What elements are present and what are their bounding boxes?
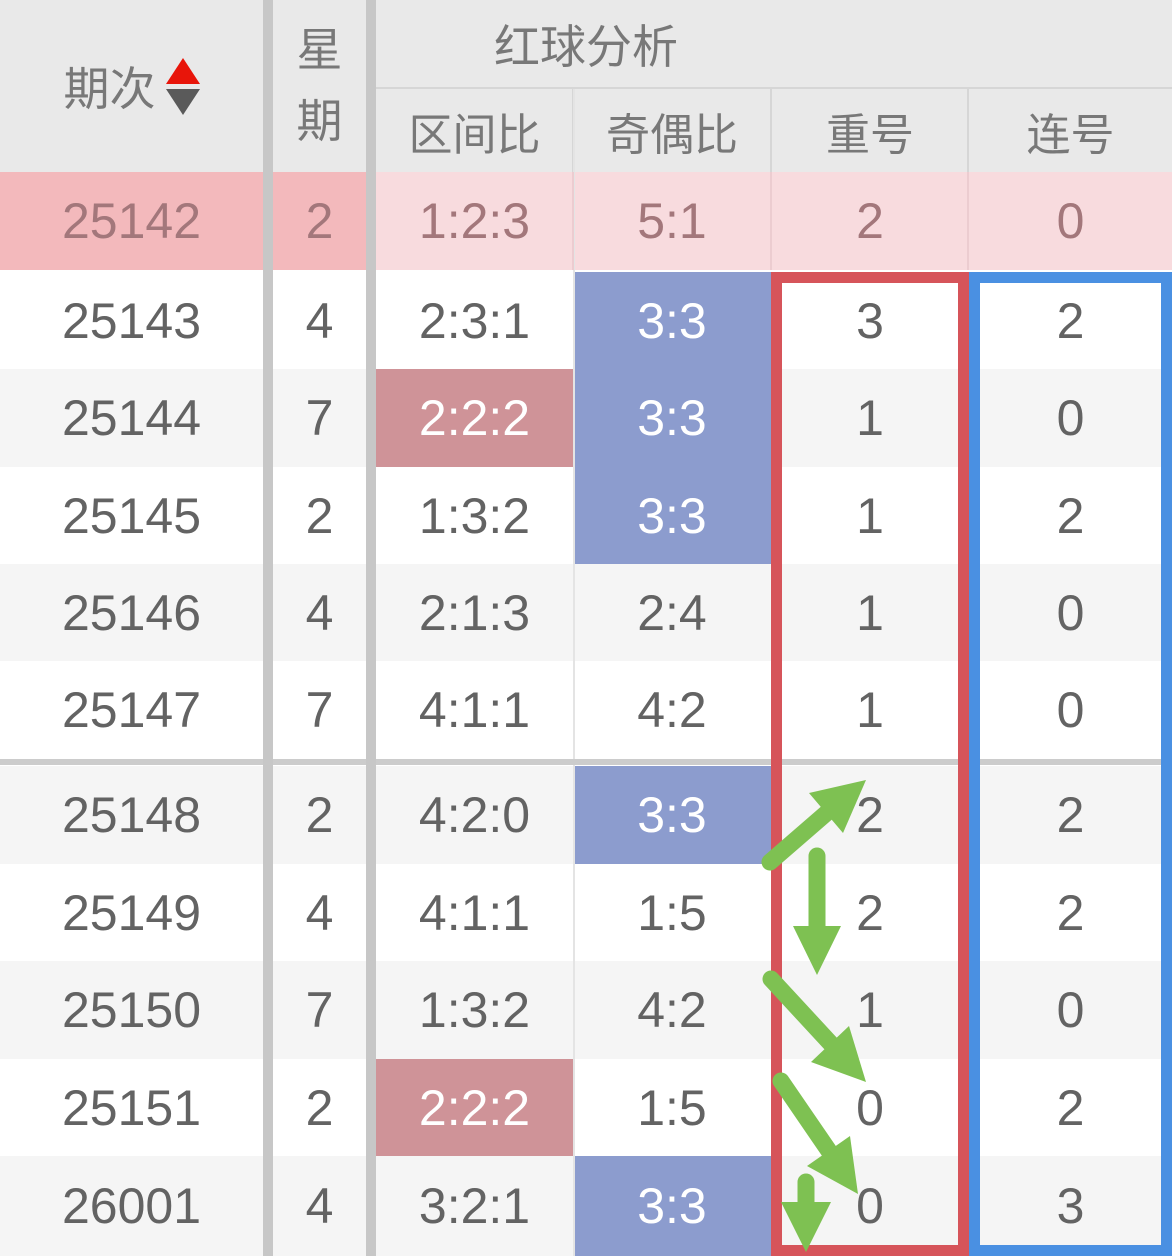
repeat-cell: 2 [856,884,884,941]
weekday-cell: 4 [305,884,334,941]
weekday-cell: 2 [305,1079,334,1136]
odd-even-ratio-cell-highlighted: 3:3 [573,1156,771,1256]
weekday-header-char-1: 星 [296,23,343,76]
group-header-underline [376,87,1172,89]
weekday-cell: 2 [305,787,334,843]
interval-ratio-cell: 2:3:1 [418,292,531,349]
repeat-cell: 1 [856,390,884,446]
group-header-red-ball-analysis: 红球分析 [494,21,678,73]
sort-down-triangle-icon [165,88,200,115]
repeat-cell: 3 [856,292,884,349]
weekday-cell: 4 [305,1178,334,1234]
interval-ratio-cell: 1:2:3 [376,172,573,270]
interval-ratio-cell: 1:3:2 [418,487,531,544]
weekday-cell: 7 [305,390,334,446]
current-row-divider [967,172,969,270]
repeat-column-red-outline [771,272,969,1256]
consecutive-cell: 2 [1056,487,1085,544]
period-cell: 25142 [0,172,263,270]
header-divider-line [770,89,772,172]
odd-even-ratio-cell: 4:2 [637,982,707,1038]
odd-even-ratio-cell-highlighted: 3:3 [573,369,771,467]
table-row[interactable]: 25148 2 4:2:0 3:3 2 2 [0,766,1172,864]
weekday-cell: 4 [305,292,334,349]
weekday-cell: 7 [305,681,334,738]
period-cell: 25149 [61,884,202,941]
repeat-cell: 1 [856,487,884,544]
period-cell: 25146 [61,584,202,641]
period-cell: 25148 [61,787,202,843]
column-header-period[interactable]: 期次 [0,0,263,172]
interval-ratio-cell: 4:1:1 [418,884,531,941]
interval-ratio-cell-highlighted: 2:2:2 [376,369,573,467]
table-row[interactable]: 26001 4 3:2:1 3:3 0 3 [0,1156,1172,1256]
sort-icon[interactable] [165,57,200,115]
period-cell: 25143 [61,292,202,349]
period-cell: 25144 [61,390,202,446]
period-cell: 26001 [61,1178,202,1234]
consecutive-cell: 3 [1056,1178,1085,1234]
table-row-current[interactable]: 25142 2 1:2:3 5:1 2 0 [0,172,1172,270]
consecutive-cell: 2 [1056,884,1085,941]
consecutive-cell: 0 [1056,584,1085,641]
period-cell: 25145 [61,487,202,544]
period-cell: 25150 [61,982,202,1038]
interval-ratio-cell: 3:2:1 [418,1178,531,1234]
column-divider [366,0,376,1256]
repeat-cell: 0 [856,1178,884,1234]
interval-ratio-cell-highlighted: 2:2:2 [376,1059,573,1156]
consecutive-cell: 2 [1056,292,1085,349]
consecutive-cell: 2 [1056,1079,1085,1136]
odd-even-ratio-cell: 1:5 [637,1079,707,1136]
weekday-cell: 2 [305,487,334,544]
consecutive-cell: 0 [1056,982,1085,1038]
weekday-cell: 7 [305,982,334,1038]
body-divider-line [573,89,575,1256]
table-header: 期次 星 期 红球分析 区间比 奇偶比 重号 连号 [0,0,1172,172]
weekday-header-char-2: 期 [296,95,343,147]
column-header-odd-even-ratio: 奇偶比 [606,110,738,160]
column-header-consecutive-number: 连号 [1026,110,1115,160]
repeat-cell: 0 [856,1079,884,1136]
period-cell: 25147 [61,681,202,738]
interval-ratio-cell: 4:2:0 [418,787,531,843]
column-header-repeat-number: 重号 [826,110,914,160]
weekday-cell: 4 [305,584,334,641]
interval-ratio-cell: 4:1:1 [418,681,531,738]
odd-even-ratio-cell: 5:1 [573,172,771,270]
consecutive-cell: 0 [969,172,1172,270]
current-row-divider [770,172,772,270]
column-header-weekday: 星 期 [273,0,366,172]
column-divider [263,0,273,1256]
repeat-cell: 2 [771,172,969,270]
interval-ratio-cell: 2:1:3 [418,584,531,641]
consecutive-cell: 2 [1056,787,1085,843]
consecutive-cell: 0 [1056,390,1085,446]
interval-ratio-cell: 1:3:2 [418,982,531,1038]
repeat-cell: 1 [856,681,884,738]
odd-even-ratio-cell: 2:4 [637,584,707,641]
odd-even-ratio-cell: 1:5 [637,884,707,941]
consecutive-column-blue-outline [969,272,1172,1256]
period-header-label: 期次 [63,63,156,115]
odd-even-ratio-cell: 4:2 [637,681,707,738]
odd-even-ratio-cell-highlighted: 3:3 [573,766,771,864]
odd-even-ratio-cell-highlighted: 3:3 [573,272,771,369]
repeat-cell: 1 [856,584,884,641]
weekday-cell: 2 [273,172,366,270]
header-divider-line [967,89,969,172]
current-row-divider [572,172,574,270]
consecutive-cell: 0 [1056,681,1085,738]
column-header-interval-ratio: 区间比 [408,110,541,160]
period-cell: 25151 [61,1079,202,1136]
odd-even-ratio-cell-highlighted: 3:3 [573,467,771,564]
sort-up-triangle-icon [165,57,200,84]
group-separator-line [0,759,1172,765]
